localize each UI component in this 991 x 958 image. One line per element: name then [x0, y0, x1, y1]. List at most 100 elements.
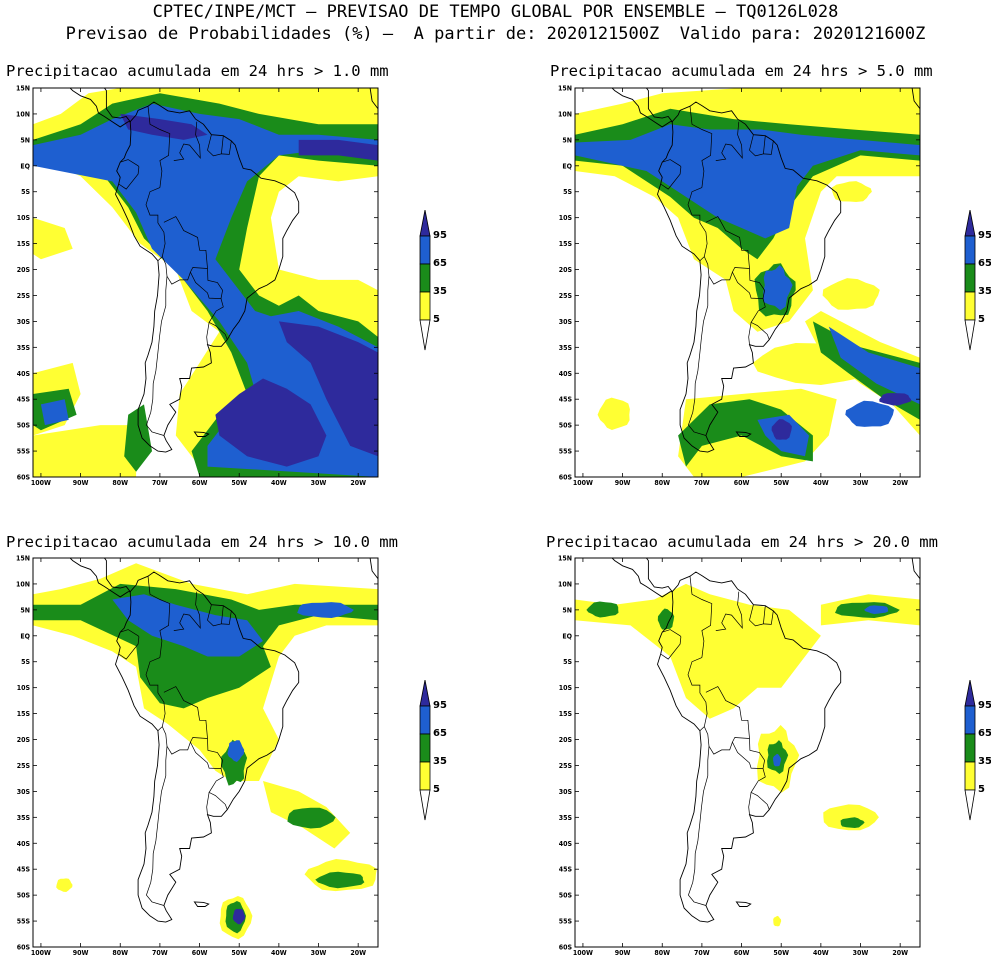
lat-tick-label: 25S: [17, 292, 31, 300]
lat-tick-label: 35S: [559, 814, 573, 822]
panel-title-1mm: Precipitacao acumulada em 24 hrs > 1.0 m…: [6, 62, 389, 80]
lon-tick-label: 40W: [271, 949, 287, 957]
lat-tick-label: 15S: [17, 240, 31, 248]
border-line: [163, 686, 208, 739]
lat-tick-label: 15N: [16, 555, 30, 563]
lon-tick-label: 60W: [192, 479, 208, 487]
border-line: [660, 629, 682, 660]
lon-tick-label: 100W: [31, 949, 51, 957]
probability-contour: [678, 399, 813, 467]
lat-tick-label: 10N: [558, 110, 572, 118]
lat-tick-label: 30S: [17, 318, 31, 326]
lon-tick-label: 60W: [192, 949, 208, 957]
lat-tick-label: 5N: [20, 606, 30, 614]
lat-tick-label: 25S: [559, 762, 573, 770]
coastline: [911, 558, 920, 614]
lat-tick-label: 50S: [17, 422, 31, 430]
border-line: [206, 792, 210, 815]
border-line: [732, 738, 765, 769]
lon-tick-label: 100W: [573, 479, 593, 487]
probability-contour: [315, 871, 365, 889]
lon-tick-label: 20W: [892, 479, 908, 487]
lat-tick-label: EQ: [20, 632, 30, 640]
probability-contour: [864, 605, 889, 614]
lon-tick-label: 40W: [813, 949, 829, 957]
map-panel-20mm: 15N 10N 5N EQ 5S 10S 15S 20S 25S 30S 35S 40S 45S 50S 5…: [542, 554, 924, 958]
lon-tick-label: 90W: [615, 949, 631, 957]
border-line: [147, 576, 171, 658]
legend-level-label: 95: [433, 700, 447, 711]
lat-tick-label: 40S: [17, 370, 31, 378]
lon-tick-label: 20W: [892, 949, 908, 957]
lon-tick-label: 90W: [73, 949, 89, 957]
legend-level-label: 65: [433, 728, 447, 739]
lat-tick-label: EQ: [562, 632, 572, 640]
legend-level-label: 95: [433, 230, 447, 241]
probability-contour: [287, 807, 336, 829]
coastline: [657, 101, 842, 453]
lon-tick-label: 90W: [615, 479, 631, 487]
coastline: [735, 901, 752, 907]
map-svg: 15N 10N 5N EQ 5S 10S 15S 20S 25S 30S 35S 40S 45S 50S 5…: [558, 85, 921, 487]
border-line: [660, 159, 682, 190]
coastline: [33, 88, 132, 128]
border-line: [173, 591, 201, 631]
lat-tick-label: 10S: [559, 214, 573, 222]
border-line: [715, 121, 743, 161]
probability-contour: [828, 326, 920, 405]
lat-tick-label: 5S: [563, 658, 572, 666]
lon-tick-label: 30W: [853, 949, 869, 957]
coastline: [911, 88, 920, 144]
lat-tick-label: 10N: [558, 580, 572, 588]
probability-contour: [845, 400, 894, 427]
lon-tick-label: 50W: [231, 949, 247, 957]
border-line: [207, 604, 224, 627]
lat-tick-label: 15S: [17, 710, 31, 718]
lat-tick-label: 45S: [17, 866, 31, 874]
lat-tick-label: 35S: [17, 814, 31, 822]
lat-tick-label: 10S: [17, 214, 31, 222]
lat-tick-label: 55S: [17, 448, 31, 456]
lon-tick-label: 50W: [773, 479, 789, 487]
coastline: [193, 901, 210, 907]
coastline: [115, 101, 300, 453]
probability-contour: [597, 397, 630, 430]
probability-contour: [112, 594, 263, 657]
legend-level-label: 65: [978, 258, 991, 269]
border-line: [687, 657, 708, 731]
border-line: [163, 216, 208, 269]
border-line: [688, 746, 710, 906]
border-line: [703, 256, 750, 285]
lat-tick-label: 40S: [17, 840, 31, 848]
probability-contour: [771, 419, 792, 440]
border-line: [689, 576, 713, 658]
lat-tick-label: 45S: [559, 866, 573, 874]
coastline: [369, 88, 378, 144]
lat-tick-label: 20S: [17, 266, 31, 274]
map-svg: 15N 10N 5N EQ 5S 10S 15S 20S 25S 30S 35S 40S 45S 50S 5…: [16, 555, 379, 957]
lat-tick-label: 5N: [562, 136, 572, 144]
probability-contour: [831, 181, 872, 202]
lon-tick-label: 30W: [853, 479, 869, 487]
legend-level-label: 35: [433, 286, 447, 297]
lat-tick-label: 10S: [17, 684, 31, 692]
probability-contour: [215, 378, 327, 467]
legend-level-label: 5: [433, 784, 440, 795]
border-line: [118, 629, 140, 660]
border-line: [118, 159, 140, 190]
coastline: [369, 558, 378, 614]
border-line: [749, 604, 766, 627]
lat-tick-label: 50S: [17, 892, 31, 900]
legend-level-label: 65: [433, 258, 447, 269]
border-line: [748, 792, 752, 815]
probability-contour: [124, 404, 152, 472]
border-line: [705, 686, 750, 739]
lat-tick-label: 55S: [559, 448, 573, 456]
lon-tick-label: 80W: [112, 479, 128, 487]
lon-tick-label: 60W: [734, 949, 750, 957]
lon-tick-label: 80W: [112, 949, 128, 957]
probability-contour: [823, 804, 879, 831]
lat-tick-label: 35S: [559, 344, 573, 352]
coastline: [115, 571, 300, 923]
coastline: [575, 88, 674, 128]
